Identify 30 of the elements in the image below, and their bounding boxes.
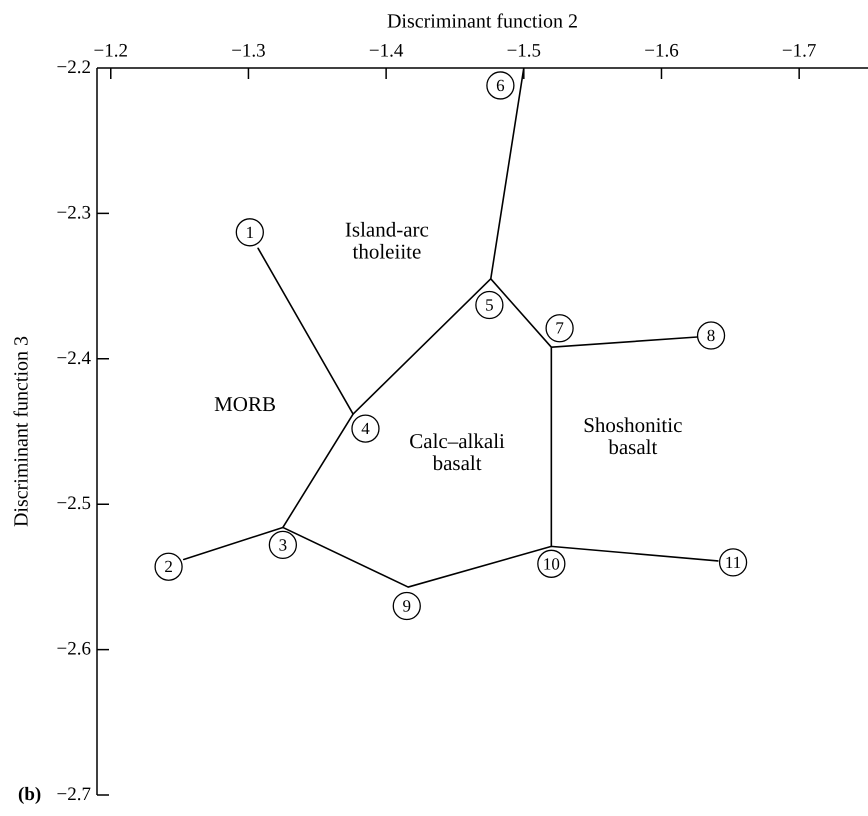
- y-tick-label: −2.6: [56, 638, 91, 660]
- annotation: 4: [361, 419, 370, 438]
- annotation: MORB: [214, 392, 276, 416]
- annotation: 8: [706, 326, 716, 346]
- annotation: Shoshonitic basalt: [583, 412, 682, 459]
- annotation: 6: [496, 76, 505, 95]
- annotation: 3: [278, 535, 288, 554]
- y-tick-label: −2.5: [56, 493, 91, 514]
- y-tick-label: −2.7: [56, 784, 91, 805]
- annotation: 7: [555, 318, 564, 338]
- y-tick-label: −2.4: [56, 348, 92, 369]
- y-tick-label: −2.3: [56, 202, 91, 224]
- x-tick-label: −1.6: [644, 40, 679, 62]
- annotation: 10: [542, 554, 560, 574]
- x-tick-label: −1.3: [231, 40, 266, 62]
- y-tick-label: −2.2: [56, 56, 91, 78]
- annotation: 1: [246, 222, 254, 242]
- annotation: Island-arc tholeiite: [344, 217, 429, 264]
- y-axis-title: Discriminant function 3: [10, 336, 32, 528]
- annotation: 9: [402, 596, 412, 616]
- annotation: 5: [485, 295, 494, 314]
- x-tick-label: −1.7: [782, 40, 816, 62]
- x-tick-label: −1.4: [368, 40, 404, 62]
- annotation: Calc–alkali basalt: [409, 428, 506, 475]
- x-axis-title: Discriminant function 2: [386, 10, 578, 32]
- x-tick-label: −1.2: [94, 40, 128, 62]
- x-tick-label: −1.5: [506, 40, 542, 62]
- annotation: 11: [724, 552, 742, 572]
- annotation: 2: [164, 557, 173, 576]
- text: (b): [18, 784, 42, 805]
